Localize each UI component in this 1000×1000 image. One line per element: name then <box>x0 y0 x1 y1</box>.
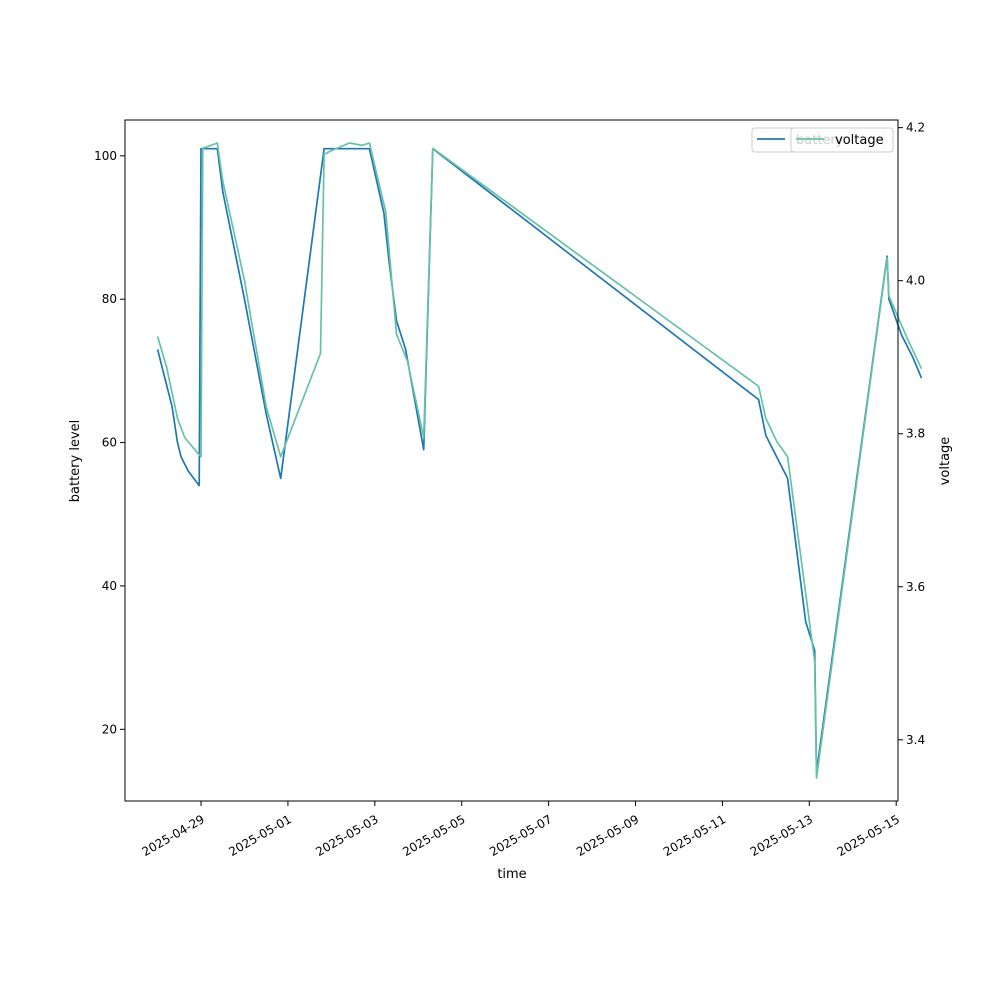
y-left-tick-label: 80 <box>102 292 117 306</box>
legend-box <box>790 127 894 153</box>
x-tick-label: 2025-04-29 <box>140 812 207 859</box>
legend-label-voltage: voltage <box>835 133 884 148</box>
x-tick-label: 2025-05-09 <box>574 812 641 859</box>
y-axis-label-left: battery level <box>68 420 83 503</box>
y-left-tick-label: 40 <box>102 579 117 593</box>
x-tick-label: 2025-05-13 <box>748 812 815 859</box>
y-axis-label-right: voltage <box>938 437 953 486</box>
x-tick-label: 2025-05-15 <box>835 812 902 859</box>
x-axis-label: time <box>497 867 526 882</box>
plot-area <box>156 142 923 779</box>
y-right-tick-label: 3.8 <box>906 427 925 441</box>
y-right-tick-label: 3.6 <box>906 580 925 594</box>
x-tick-label: 2025-05-01 <box>226 812 293 859</box>
x-tick-label: 2025-05-07 <box>487 812 554 859</box>
y-left-tick-label: 100 <box>94 149 117 163</box>
legend: batteryvoltage <box>751 127 894 153</box>
y-left-tick-label: 60 <box>102 436 117 450</box>
y-right-tick-label: 4.0 <box>906 274 925 288</box>
y-right-tick-label: 3.4 <box>906 733 925 747</box>
axes: 2025-04-29 2025-05-01 2025-05-03 2025-05-05… <box>94 119 925 859</box>
series-line-voltage <box>156 142 923 779</box>
x-tick-label: 2025-05-05 <box>400 812 467 859</box>
x-tick-label: 2025-05-03 <box>313 812 380 859</box>
x-tick-label: 2025-05-11 <box>661 812 728 859</box>
plot-frame <box>124 119 899 802</box>
series-line-battery <box>156 147 923 774</box>
y-right-tick-label: 4.2 <box>906 121 925 135</box>
y-left-tick-label: 20 <box>102 722 117 736</box>
